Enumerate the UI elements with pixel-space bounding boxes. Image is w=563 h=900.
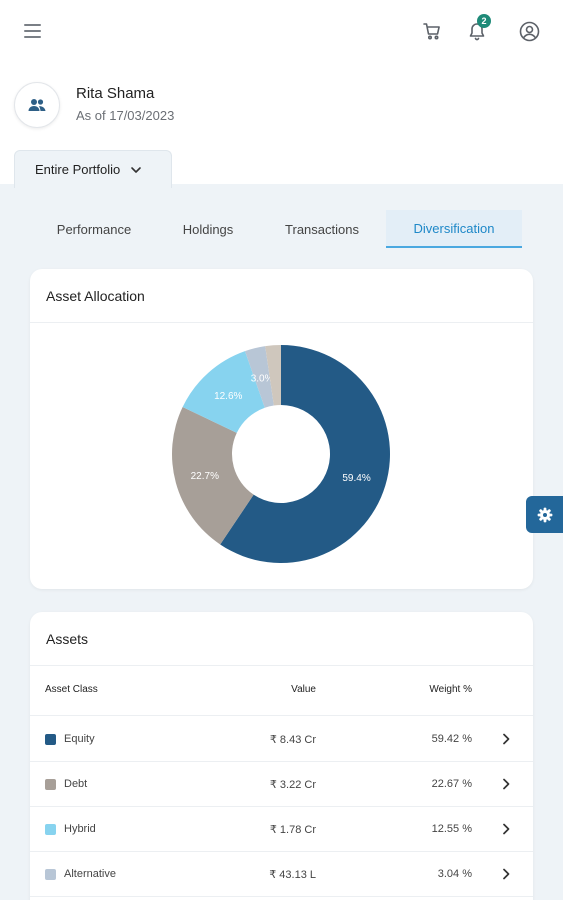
portfolio-selector-label: Entire Portfolio [35,162,121,177]
cart-icon [423,23,440,40]
section-tabs: Performance Holdings Transactions Divers… [30,210,535,248]
asset-value: ₹ 43.13 L [269,869,316,881]
column-asset-class: Asset Class [45,684,98,695]
asset-weight: 12.55 % [431,823,472,835]
settings-button[interactable] [526,496,563,533]
asset-value: ₹ 8.43 Cr [269,734,316,746]
table-row[interactable]: Equity ₹ 8.43 Cr 59.42 % [30,717,533,762]
asset-class-name: Alternative [64,868,116,880]
asset-allocation-title: Asset Allocation [30,269,533,323]
table-row[interactable]: Alternative ₹ 43.13 L 3.04 % [30,852,533,897]
swatch-equity [45,734,56,745]
donut-slice-alternative[interactable] [244,346,274,408]
chevron-right-icon[interactable] [498,775,514,793]
assets-card: Assets Asset Class Value Weight % Equity… [30,612,533,900]
assets-table-header: Asset Class Value Weight % [30,666,533,716]
donut-chart-svg: 59.4% 22.7% 12.6% 3.0% [172,345,390,563]
asset-weight: 3.04 % [437,868,472,880]
tab-transactions[interactable]: Transactions [285,221,359,237]
profile-icon [519,21,539,41]
swatch-debt [45,779,56,790]
donut-slice-hybrid[interactable] [182,351,265,433]
asset-class-name: Hybrid [64,823,96,835]
asset-value: ₹ 1.78 Cr [269,824,316,836]
tab-diversification[interactable]: Diversification [386,210,522,248]
asset-weight: 22.67 % [431,778,472,790]
notifications-button[interactable]: 2 [462,14,492,46]
donut-label-debt: 22.7% [191,471,219,482]
asset-weight: 59.42 % [431,733,472,745]
donut-label-equity: 59.4% [342,473,370,484]
assets-title: Assets [30,612,533,666]
menu-icon [24,24,41,38]
donut-slice-other[interactable] [265,345,281,406]
gear-icon [537,507,552,522]
swatch-alternative [45,869,56,880]
asset-class-name: Equity [64,733,95,745]
notification-badge: 2 [477,14,491,28]
column-value: Value [291,684,316,695]
donut-label-alternative: 3.0% [251,373,274,384]
cart-button[interactable] [417,16,447,46]
table-row[interactable]: Debt ₹ 3.22 Cr 22.67 % [30,762,533,807]
avatar [14,82,60,128]
asset-allocation-card: Asset Allocation 59.4% 22.7% 12.6% 3.0% [30,269,533,589]
user-name: Rita Shama [76,85,155,102]
chevron-right-icon[interactable] [498,730,514,748]
portfolio-selector[interactable]: Entire Portfolio [14,150,172,188]
table-row[interactable]: Hybrid ₹ 1.78 Cr 12.55 % [30,807,533,852]
donut-slice-equity[interactable] [220,345,390,563]
asset-value: ₹ 3.22 Cr [269,779,316,791]
swatch-hybrid [45,824,56,835]
chevron-right-icon[interactable] [498,865,514,883]
column-weight: Weight % [429,684,472,695]
donut-slice-debt[interactable] [172,407,254,545]
menu-button[interactable] [18,16,48,46]
top-bar: 2 [0,0,563,62]
donut-chart: 59.4% 22.7% 12.6% 3.0% [30,323,533,589]
donut-label-hybrid: 12.6% [214,391,242,402]
tab-holdings[interactable]: Holdings [182,221,234,237]
profile-button[interactable] [514,16,544,46]
asset-class-name: Debt [64,778,88,790]
chevron-right-icon[interactable] [498,820,514,838]
users-icon [28,99,46,111]
tab-performance[interactable]: Performance [56,221,132,237]
user-header: Rita Shama As of 17/03/2023 [14,82,434,132]
chevron-down-icon [130,166,142,174]
as-of-date: As of 17/03/2023 [76,108,175,123]
